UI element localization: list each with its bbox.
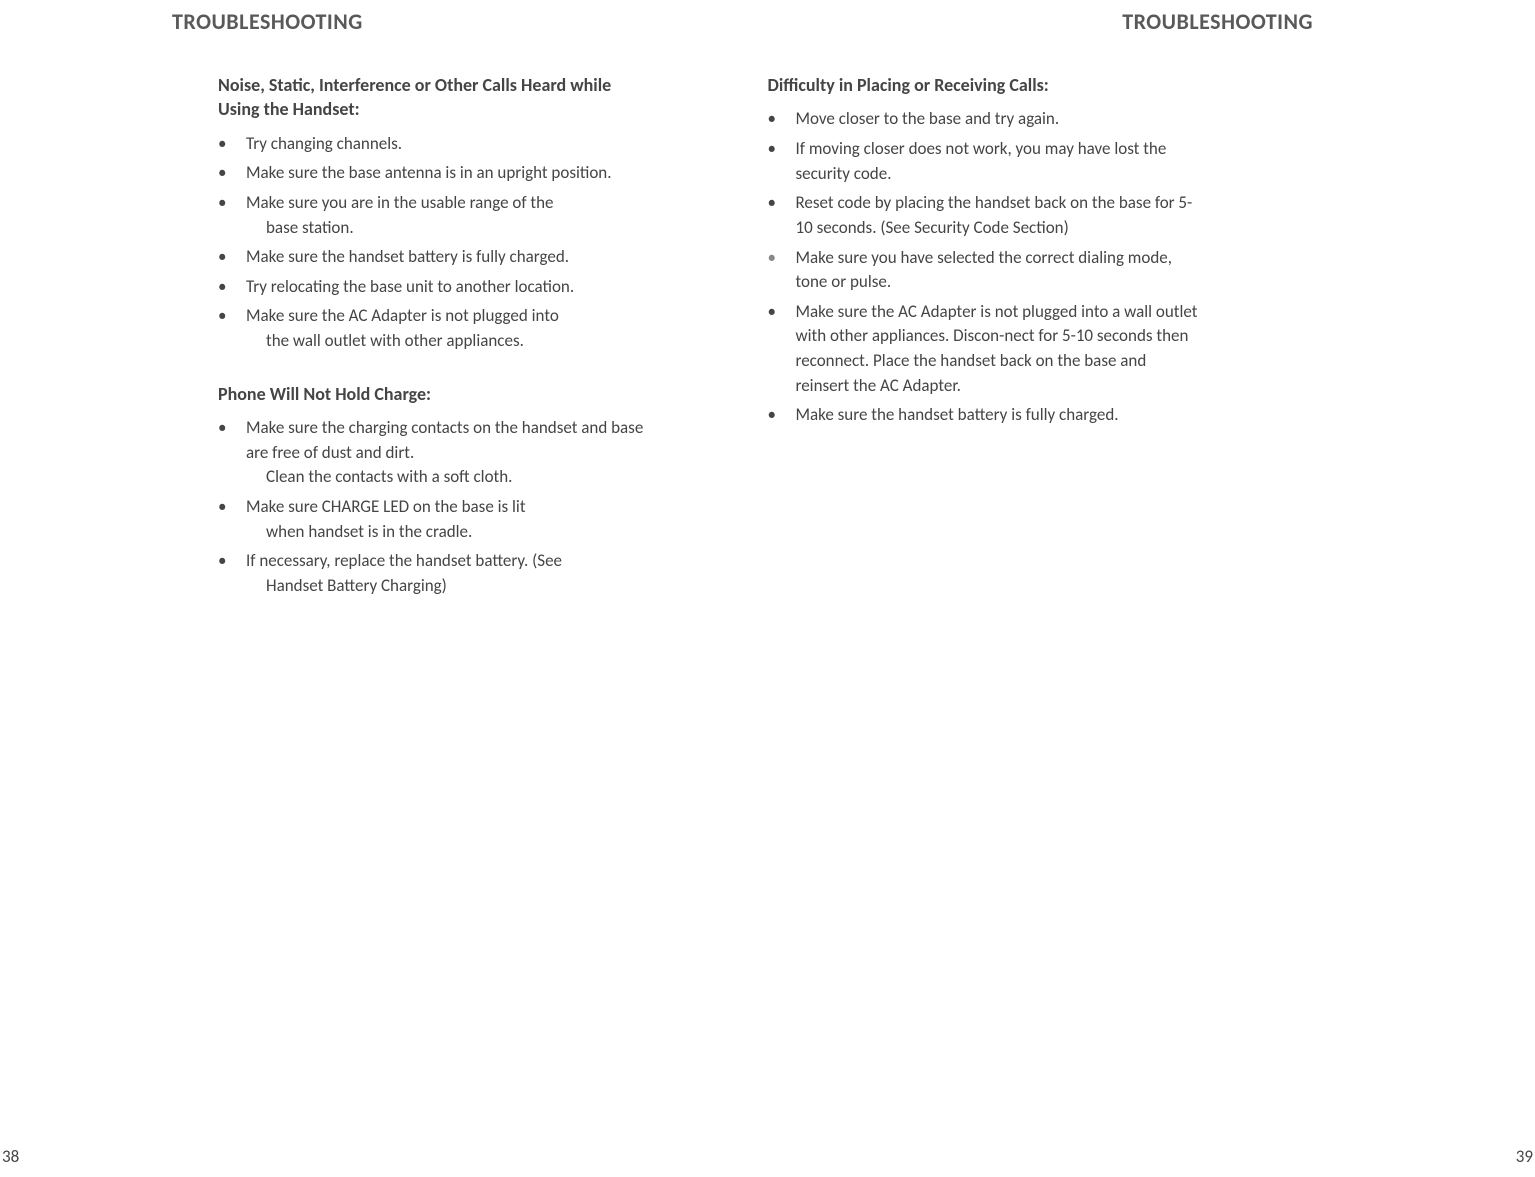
page-spread: TROUBLESHOOTING Noise, Static, Interfere… <box>0 0 1535 1177</box>
section-heading: Noise, Static, Interference or Other Cal… <box>218 73 648 122</box>
list-item: If moving closer does not work, you may … <box>768 137 1198 186</box>
right-page-number: 39 <box>1516 1146 1533 1167</box>
section-heading: Phone Will Not Hold Charge: <box>218 382 648 406</box>
bullet-list: Try changing channels. Make sure the base… <box>218 132 648 354</box>
list-item: Make sure CHARGE LED on the base is lit w… <box>218 495 648 544</box>
list-item-text: Make sure the AC Adapter is not plugged … <box>246 305 559 326</box>
list-item: If necessary, replace the handset batter… <box>218 549 648 598</box>
bullet-list: Move closer to the base and try again. If… <box>768 107 1198 428</box>
right-content: Difficulty in Placing or Receiving Calls… <box>768 73 1198 428</box>
bullet-list: Make sure the charging contacts on the h… <box>218 416 648 598</box>
right-page-header: TROUBLESHOOTING <box>768 8 1314 35</box>
list-item-subline: Handset Battery Charging) <box>246 574 648 599</box>
list-item: Make sure the AC Adapter is not plugged … <box>218 304 648 353</box>
left-page-number: 38 <box>2 1146 19 1167</box>
list-item-text: If necessary, replace the handset batter… <box>246 550 562 571</box>
list-item: Make sure the AC Adapter is not plugged … <box>768 300 1198 399</box>
list-item: Move closer to the base and try again. <box>768 107 1198 132</box>
list-item: Make sure you are in the usable range of… <box>218 191 648 240</box>
left-content: Noise, Static, Interference or Other Cal… <box>218 73 648 599</box>
list-item-subline: the wall outlet with other appliances. <box>246 329 648 354</box>
list-item: Try changing channels. <box>218 132 648 157</box>
list-item: Try relocating the base unit to another … <box>218 275 648 300</box>
list-item: Make sure the base antenna is in an upri… <box>218 161 648 186</box>
list-item: Make sure the handset battery is fully c… <box>218 245 648 270</box>
list-item: Make sure the charging contacts on the h… <box>218 416 648 490</box>
list-item-subline: when handset is in the cradle. <box>246 520 648 545</box>
section-heading: Difficulty in Placing or Receiving Calls… <box>768 73 1198 97</box>
list-item-text: Make sure CHARGE LED on the base is lit <box>246 496 526 517</box>
right-page: TROUBLESHOOTING Difficulty in Placing or… <box>768 0 1535 1177</box>
list-item: Make sure you have selected the correct … <box>768 246 1198 295</box>
list-item-text: Make sure the charging contacts on the h… <box>246 417 643 463</box>
list-item: Reset code by placing the handset back o… <box>768 191 1198 240</box>
left-page: TROUBLESHOOTING Noise, Static, Interfere… <box>0 0 768 1177</box>
list-item: Make sure the handset battery is fully c… <box>768 403 1198 428</box>
left-page-header: TROUBLESHOOTING <box>172 8 668 35</box>
list-item-subline: Clean the contacts with a soft cloth. <box>246 465 648 490</box>
list-item-subline: base station. <box>246 216 648 241</box>
list-item-text: Make sure you are in the usable range of… <box>246 192 554 213</box>
